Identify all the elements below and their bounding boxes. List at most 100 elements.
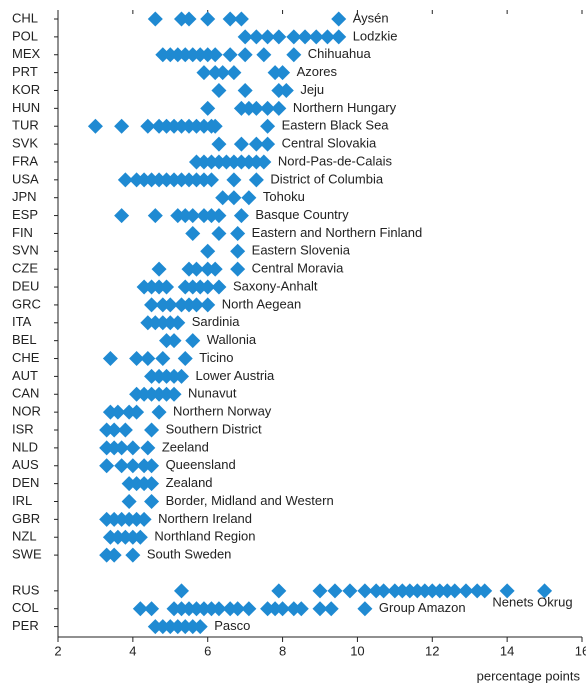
diamond	[211, 601, 227, 617]
annotation: Lower Austria	[196, 368, 276, 383]
diamond	[159, 279, 175, 295]
annotation: South Sweden	[147, 547, 232, 562]
annotation: Eastern Slovenia	[252, 243, 351, 258]
diamond	[230, 601, 246, 617]
y-tick-label: CZE	[12, 261, 38, 276]
diamond	[323, 601, 339, 617]
x-tick-label: 16	[575, 643, 586, 658]
diamond	[260, 136, 276, 152]
y-tick-label: FRA	[12, 153, 38, 168]
annotation: North Aegean	[222, 296, 302, 311]
y-tick-label: SVK	[12, 136, 38, 151]
annotation: Central Slovakia	[282, 136, 377, 151]
annotation: Northern Hungary	[293, 100, 397, 115]
diamond	[129, 351, 145, 367]
diamond	[230, 261, 246, 277]
diamond	[132, 529, 148, 545]
diamond	[226, 172, 242, 188]
y-tick-label: FIN	[12, 225, 33, 240]
x-tick-label: 14	[500, 643, 514, 658]
diamond	[211, 136, 227, 152]
y-tick-label: SWE	[12, 547, 42, 562]
diamond	[237, 29, 253, 45]
annotation: Zeeland	[162, 439, 209, 454]
x-axis-label: percentage points	[477, 668, 581, 683]
y-tick-label: CHL	[12, 10, 38, 25]
y-tick-label: AUS	[12, 457, 39, 472]
y-tick-label: MEX	[12, 46, 41, 61]
diamond	[110, 404, 126, 420]
diamond	[166, 333, 182, 349]
annotation: Northern Ireland	[158, 511, 252, 526]
diamond	[144, 493, 160, 509]
diamond	[226, 190, 242, 206]
annotation: Northland Region	[154, 529, 255, 544]
annotation: Northern Norway	[173, 404, 272, 419]
diamond	[233, 136, 249, 152]
diamond	[87, 118, 103, 134]
diamond	[256, 154, 272, 170]
x-tick-label: 10	[350, 643, 364, 658]
diamond	[215, 65, 231, 81]
diamond	[114, 208, 130, 224]
y-tick-label: PRT	[12, 64, 38, 79]
diamond	[237, 47, 253, 63]
y-tick-label: NOR	[12, 404, 41, 419]
diamond	[185, 333, 201, 349]
diamond	[117, 422, 133, 438]
diamond	[174, 583, 190, 599]
diamond	[271, 29, 287, 45]
diamond	[278, 82, 294, 98]
annotation: Wallonia	[207, 332, 257, 347]
annotation: Eastern and Northern Finland	[252, 225, 423, 240]
diamond	[185, 208, 201, 224]
diamond	[196, 65, 212, 81]
diamond	[260, 118, 276, 134]
diamond	[447, 583, 463, 599]
diamond	[200, 11, 216, 27]
diamond	[106, 422, 122, 438]
diamond	[114, 440, 130, 456]
diamond	[121, 493, 137, 509]
annotation: Aysén	[353, 10, 389, 25]
annotation: Group Amazon	[379, 600, 466, 615]
y-tick-label: HUN	[12, 100, 40, 115]
diamond	[106, 547, 122, 563]
diamond	[125, 458, 141, 474]
diamond	[211, 82, 227, 98]
annotation: Sardinia	[192, 314, 240, 329]
diamond	[170, 315, 186, 331]
diamond	[200, 297, 216, 313]
x-tick-label: 12	[425, 643, 439, 658]
diamond	[207, 118, 223, 134]
diamond	[357, 583, 373, 599]
diamond	[275, 65, 291, 81]
diamond	[207, 261, 223, 277]
y-tick-label: CAN	[12, 386, 39, 401]
diamond	[185, 225, 201, 241]
diamond	[327, 583, 343, 599]
y-tick-label: NLD	[12, 439, 38, 454]
annotation: Nenets Okrug	[492, 594, 572, 609]
diamond	[458, 583, 474, 599]
diamond	[477, 583, 493, 599]
diamond	[136, 511, 152, 527]
x-tick-label: 8	[279, 643, 286, 658]
y-tick-label: NZL	[12, 529, 37, 544]
annotation: Queensland	[166, 457, 236, 472]
diamond	[241, 190, 257, 206]
diamond	[312, 601, 328, 617]
diamond	[248, 100, 264, 116]
diamond	[147, 208, 163, 224]
annotation: Ticino	[199, 350, 233, 365]
diamond	[256, 47, 272, 63]
y-tick-label: DEN	[12, 475, 39, 490]
diamond	[114, 458, 130, 474]
diamond	[308, 29, 324, 45]
y-tick-label: CHE	[12, 350, 40, 365]
y-tick-label: COL	[12, 600, 39, 615]
annotation: Saxony-Anhalt	[233, 278, 318, 293]
annotation: Eastern Black Sea	[282, 118, 390, 133]
diamond	[151, 261, 167, 277]
